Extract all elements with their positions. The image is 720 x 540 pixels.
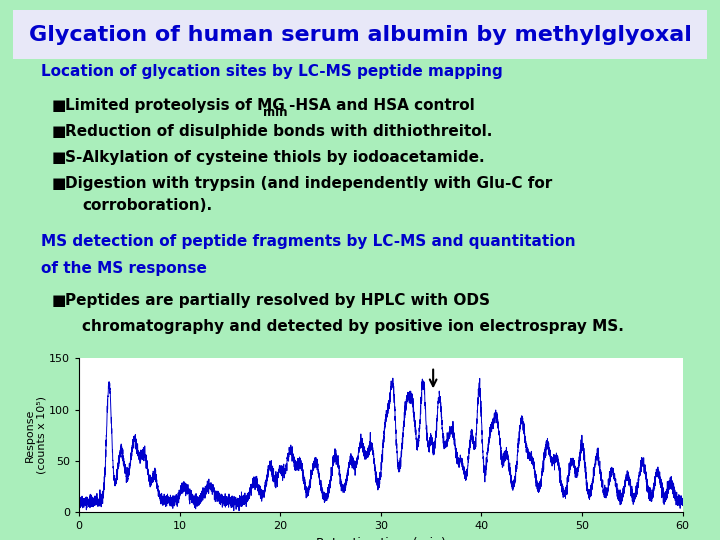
Text: min: min: [263, 105, 287, 118]
Text: Location of glycation sites by LC-MS peptide mapping: Location of glycation sites by LC-MS pep…: [41, 64, 503, 79]
Text: chromatography and detected by positive ion electrospray MS.: chromatography and detected by positive …: [82, 320, 624, 334]
Text: ■: ■: [51, 98, 66, 113]
Text: Limited proteolysis of MG: Limited proteolysis of MG: [65, 98, 285, 113]
Text: ■: ■: [51, 150, 66, 165]
Text: corroboration).: corroboration).: [82, 198, 212, 213]
Text: of the MS response: of the MS response: [41, 261, 207, 275]
Text: Digestion with trypsin (and independently with Glu-C for: Digestion with trypsin (and independentl…: [65, 176, 552, 191]
Text: -HSA and HSA control: -HSA and HSA control: [289, 98, 474, 113]
Text: ■: ■: [51, 176, 66, 191]
Text: Glycation of human serum albumin by methylglyoxal: Glycation of human serum albumin by meth…: [29, 25, 691, 45]
Text: ■: ■: [51, 293, 66, 308]
Y-axis label: Response
(counts x 10⁵): Response (counts x 10⁵): [24, 396, 46, 474]
Text: S-Alkylation of cysteine thiols by iodoacetamide.: S-Alkylation of cysteine thiols by iodoa…: [65, 150, 485, 165]
X-axis label: Retention time (min): Retention time (min): [316, 537, 446, 540]
Text: Reduction of disulphide bonds with dithiothreitol.: Reduction of disulphide bonds with dithi…: [65, 124, 492, 139]
Text: MS detection of peptide fragments by LC-MS and quantitation: MS detection of peptide fragments by LC-…: [41, 234, 575, 248]
Text: ■: ■: [51, 124, 66, 139]
Bar: [13, 10, 707, 59]
Text: Peptides are partially resolved by HPLC with ODS: Peptides are partially resolved by HPLC …: [65, 293, 490, 308]
